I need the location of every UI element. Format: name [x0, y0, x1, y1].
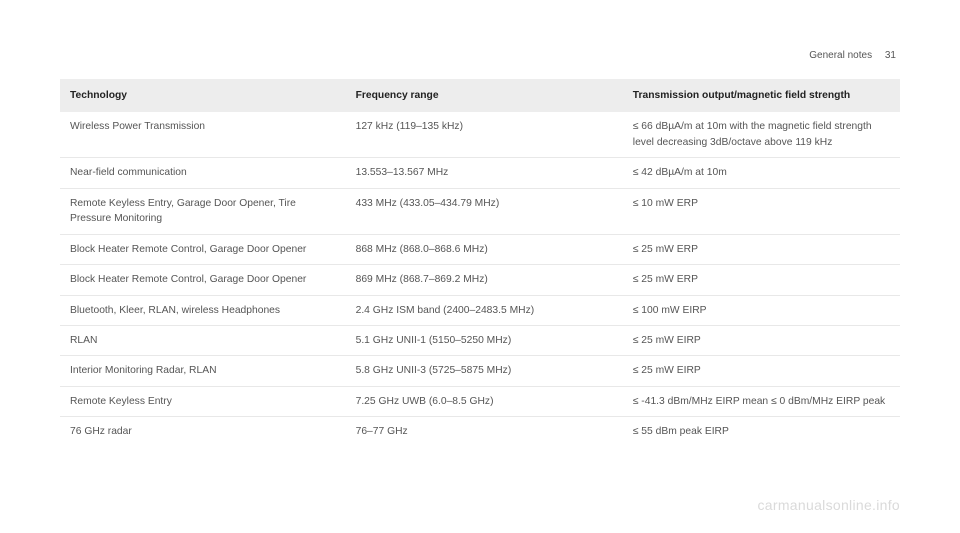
table-cell: 127 kHz (119–135 kHz): [346, 112, 623, 157]
page-header: General notes 31: [60, 50, 900, 61]
section-name: General notes: [809, 50, 872, 61]
table-cell: 2.4 GHz ISM band (2400–2483.5 MHz): [346, 295, 623, 325]
table-cell: ≤ 25 mW ERP: [623, 265, 900, 295]
table-cell: 869 MHz (868.7–869.2 MHz): [346, 265, 623, 295]
table-cell: 13.553–13.567 MHz: [346, 158, 623, 188]
table-cell: ≤ -41.3 dBm/MHz EIRP mean ≤ 0 dBm/MHz EI…: [623, 386, 900, 416]
table-cell: Bluetooth, Kleer, RLAN, wireless Headpho…: [60, 295, 346, 325]
table-cell: ≤ 25 mW EIRP: [623, 356, 900, 386]
table-cell: ≤ 10 mW ERP: [623, 188, 900, 234]
table-row: 76 GHz radar76–77 GHz≤ 55 dBm peak EIRP: [60, 417, 900, 447]
table-header-row: Technology Frequency range Transmission …: [60, 79, 900, 112]
table-cell: 5.1 GHz UNII-1 (5150–5250 MHz): [346, 325, 623, 355]
table-row: Interior Monitoring Radar, RLAN5.8 GHz U…: [60, 356, 900, 386]
table-row: Remote Keyless Entry7.25 GHz UWB (6.0–8.…: [60, 386, 900, 416]
table-cell: Block Heater Remote Control, Garage Door…: [60, 234, 346, 264]
table-cell: 868 MHz (868.0–868.6 MHz): [346, 234, 623, 264]
table-row: Bluetooth, Kleer, RLAN, wireless Headpho…: [60, 295, 900, 325]
table-cell: ≤ 55 dBm peak EIRP: [623, 417, 900, 447]
table-cell: Remote Keyless Entry, Garage Door Opener…: [60, 188, 346, 234]
table-cell: Block Heater Remote Control, Garage Door…: [60, 265, 346, 295]
table-cell: Remote Keyless Entry: [60, 386, 346, 416]
table-cell: 7.25 GHz UWB (6.0–8.5 GHz): [346, 386, 623, 416]
table-cell: 433 MHz (433.05–434.79 MHz): [346, 188, 623, 234]
table-row: Wireless Power Transmission127 kHz (119–…: [60, 112, 900, 157]
table-row: Remote Keyless Entry, Garage Door Opener…: [60, 188, 900, 234]
col-header-technology: Technology: [60, 79, 346, 112]
table-cell: RLAN: [60, 325, 346, 355]
frequency-table: Technology Frequency range Transmission …: [60, 79, 900, 447]
table-cell: 5.8 GHz UNII-3 (5725–5875 MHz): [346, 356, 623, 386]
page-number: 31: [885, 50, 896, 61]
table-cell: Interior Monitoring Radar, RLAN: [60, 356, 346, 386]
table-cell: Near-field communication: [60, 158, 346, 188]
table-cell: 76 GHz radar: [60, 417, 346, 447]
col-header-frequency: Frequency range: [346, 79, 623, 112]
table-cell: ≤ 100 mW EIRP: [623, 295, 900, 325]
watermark: carmanualsonline.info: [758, 497, 901, 513]
table-row: Near-field communication13.553–13.567 MH…: [60, 158, 900, 188]
table-cell: 76–77 GHz: [346, 417, 623, 447]
table-row: RLAN5.1 GHz UNII-1 (5150–5250 MHz)≤ 25 m…: [60, 325, 900, 355]
table-body: Wireless Power Transmission127 kHz (119–…: [60, 112, 900, 446]
table-cell: ≤ 25 mW EIRP: [623, 325, 900, 355]
table-cell: ≤ 25 mW ERP: [623, 234, 900, 264]
table-row: Block Heater Remote Control, Garage Door…: [60, 265, 900, 295]
table-cell: ≤ 66 dBµA/m at 10m with the magnetic fie…: [623, 112, 900, 157]
table-cell: Wireless Power Transmission: [60, 112, 346, 157]
table-cell: ≤ 42 dBµA/m at 10m: [623, 158, 900, 188]
col-header-output: Transmission output/magnetic field stren…: [623, 79, 900, 112]
table-row: Block Heater Remote Control, Garage Door…: [60, 234, 900, 264]
